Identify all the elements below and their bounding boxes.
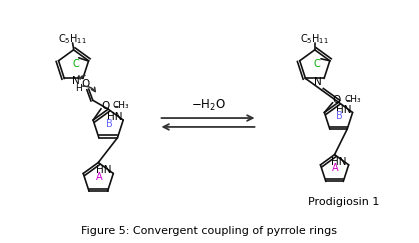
Text: N: N	[314, 78, 322, 87]
FancyArrowPatch shape	[79, 76, 85, 79]
Text: A: A	[332, 164, 339, 174]
Text: HN: HN	[336, 104, 352, 114]
Text: O: O	[82, 79, 90, 89]
Text: C$_5$H$_{11}$: C$_5$H$_{11}$	[300, 32, 329, 46]
Text: A: A	[96, 172, 103, 182]
Text: –: –	[114, 101, 118, 111]
Text: Figure 5: Convergent coupling of pyrrole rings: Figure 5: Convergent coupling of pyrrole…	[81, 226, 337, 236]
Text: –: –	[345, 95, 350, 105]
FancyArrowPatch shape	[83, 86, 95, 92]
Text: $-$H$_2$O: $-$H$_2$O	[191, 98, 225, 113]
Text: B: B	[336, 111, 343, 121]
Text: C: C	[313, 59, 320, 69]
Text: C$_5$H$_{11}$: C$_5$H$_{11}$	[58, 32, 87, 46]
Text: HN: HN	[331, 157, 347, 167]
Text: O: O	[333, 95, 341, 105]
Text: CH₃: CH₃	[344, 95, 361, 104]
Text: C: C	[72, 59, 79, 69]
Text: HN: HN	[106, 112, 122, 122]
Text: Prodigiosin 1: Prodigiosin 1	[308, 197, 379, 207]
Text: CH₃: CH₃	[113, 101, 129, 110]
Text: B: B	[106, 119, 113, 129]
Text: HN: HN	[96, 165, 111, 175]
Text: O: O	[101, 101, 109, 111]
Text: H: H	[75, 84, 82, 93]
Text: N: N	[72, 76, 80, 87]
